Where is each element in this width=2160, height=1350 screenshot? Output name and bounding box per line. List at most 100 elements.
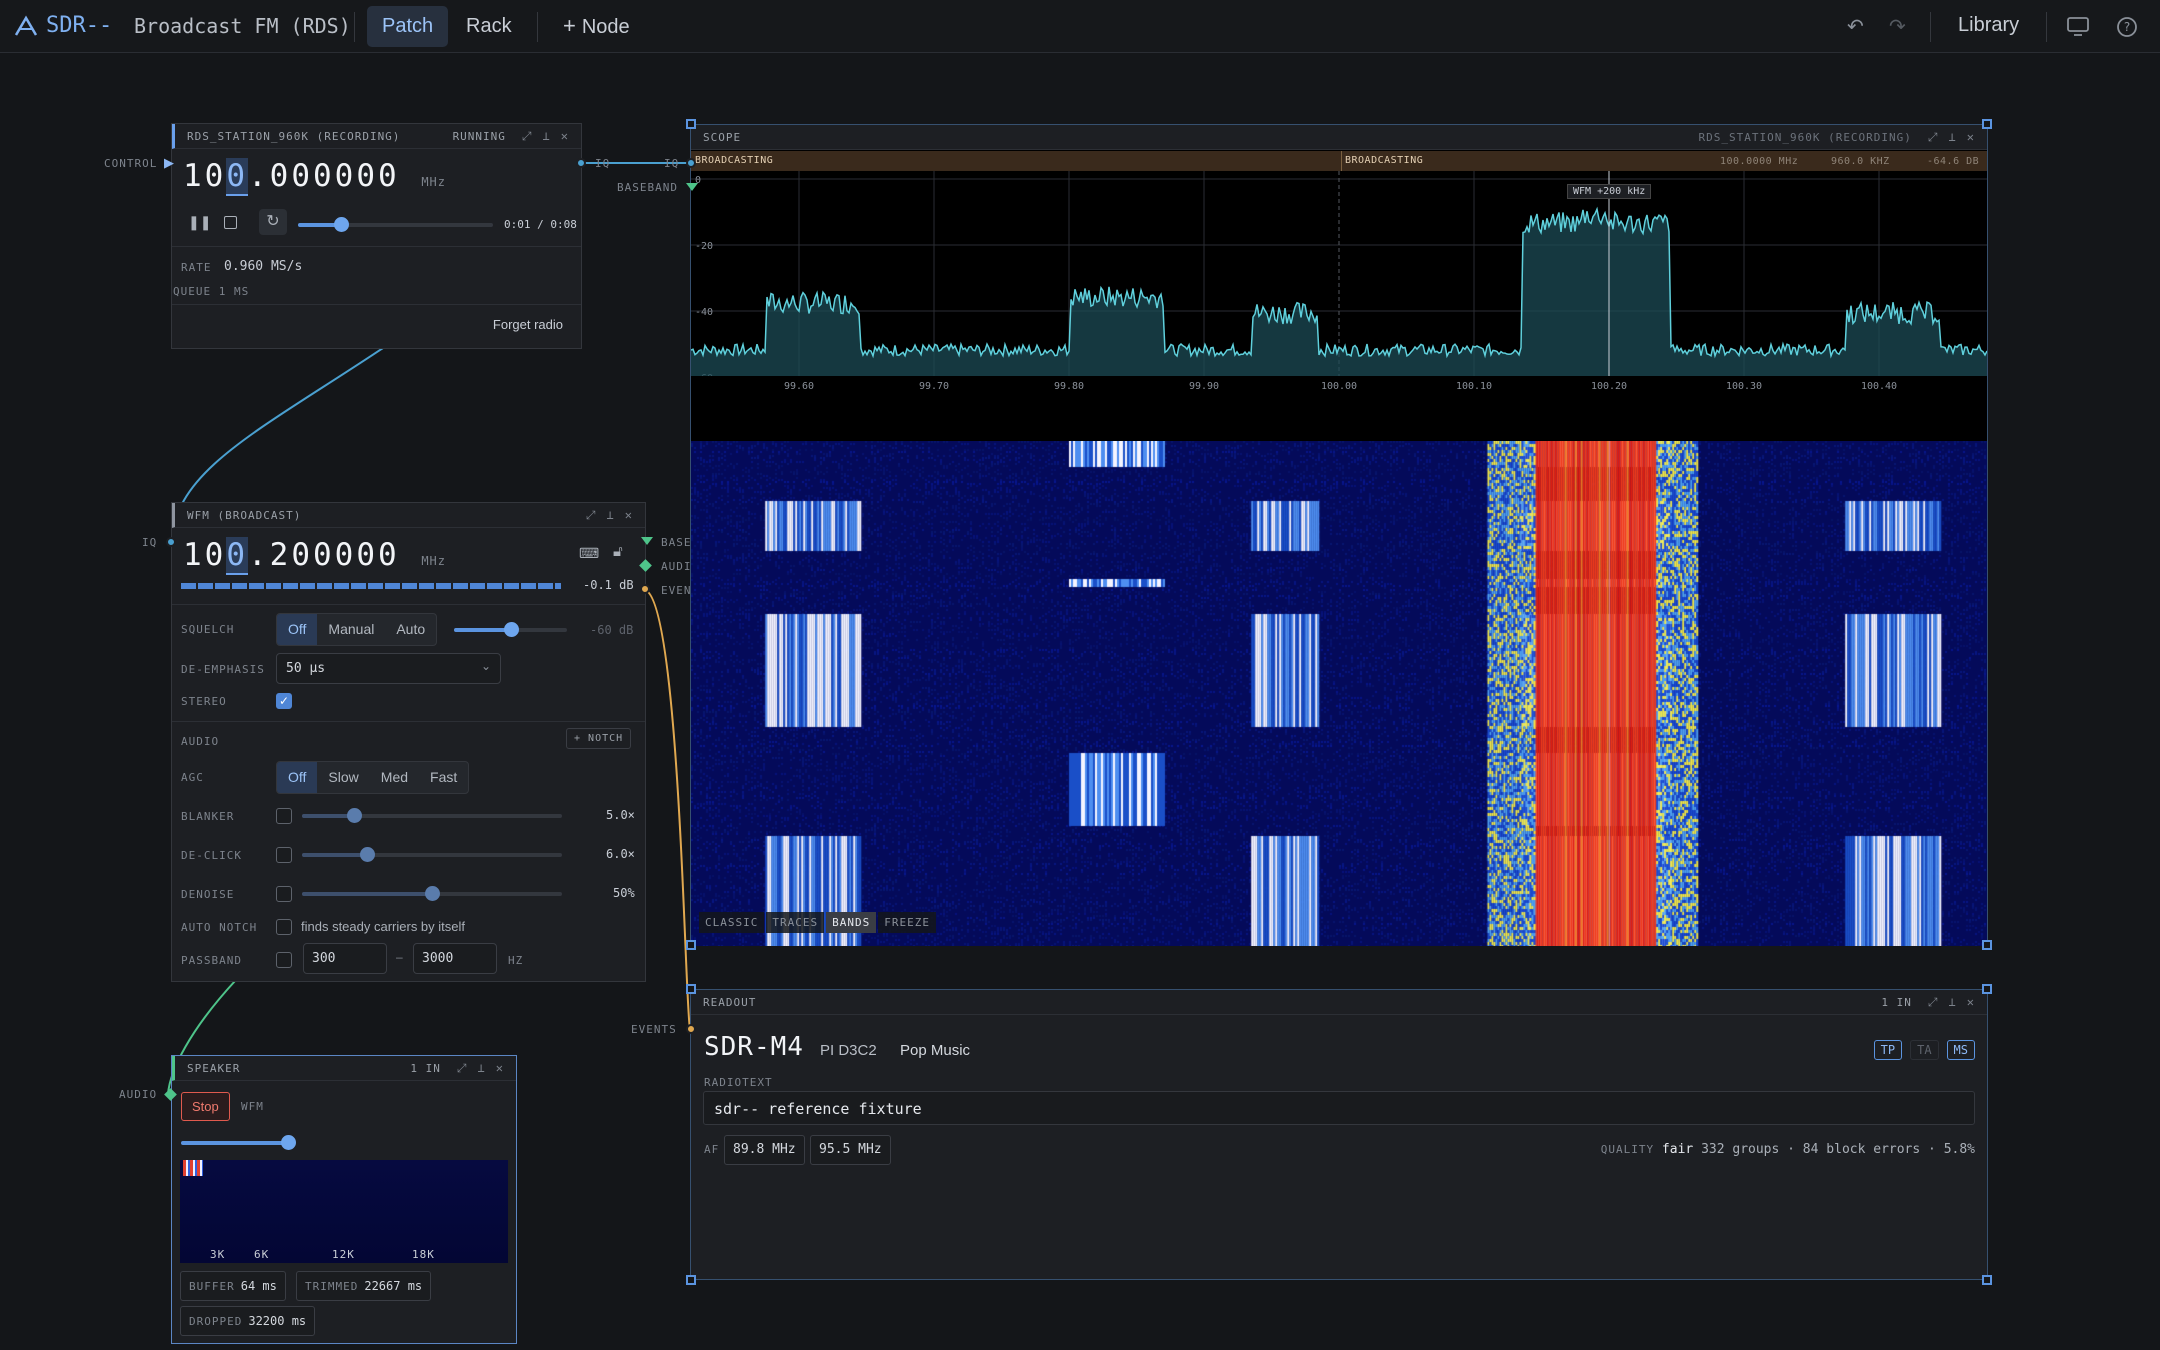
waterfall[interactable] <box>691 441 1987 946</box>
agc-fast[interactable]: Fast <box>430 769 458 785</box>
add-notch-button[interactable]: + NOTCH <box>566 728 632 749</box>
loop-icon[interactable]: ↻ <box>259 209 287 235</box>
passband-high-input[interactable] <box>413 943 497 974</box>
deemphasis-select[interactable]: 50 µs ⌄ <box>276 653 501 684</box>
port-events-out[interactable] <box>640 584 650 594</box>
add-node-button[interactable]: + Node <box>563 13 630 39</box>
blanker-checkbox[interactable] <box>276 808 292 824</box>
tab-patch[interactable]: Patch <box>367 6 449 47</box>
scope-header[interactable]: SCOPE RDS_STATION_960K (RECORDING) ⤢ ⊥ ✕ <box>691 125 1987 150</box>
agc-med[interactable]: Med <box>380 769 409 785</box>
resize-handle[interactable] <box>686 1275 696 1285</box>
recorder-node[interactable]: RDS_STATION_960K (RECORDING) RUNNING ⤢ ⊥ ✕ … <box>171 123 582 349</box>
port-iq-in[interactable] <box>166 537 176 547</box>
lock-icon[interactable]: 🔓︎ <box>613 543 623 560</box>
tab-rack[interactable]: Rack <box>466 15 512 37</box>
wfm-node[interactable]: WFM (BROADCAST) ⤢ ⊥ ✕ 100.200000 MHz ⌨ 🔓︎ … <box>171 502 646 982</box>
pause-icon[interactable]: ❚❚ <box>188 214 212 230</box>
playback-knob[interactable] <box>333 217 349 232</box>
readout-header[interactable]: READOUT 1 IN ⤢ ⊥ ✕ <box>691 990 1987 1015</box>
library-button[interactable]: Library <box>1958 14 2020 36</box>
resize-handle[interactable] <box>1982 119 1992 129</box>
view-modes[interactable]: CLASSIC TRACES BANDS FREEZE <box>699 912 936 933</box>
resize-handle[interactable] <box>1982 940 1992 950</box>
wfm-frequency[interactable]: 100.200000 MHz <box>183 537 446 575</box>
session-name[interactable]: Broadcast FM (RDS) <box>134 14 351 38</box>
passband-low-input[interactable] <box>303 943 387 974</box>
autonotch-checkbox[interactable] <box>276 919 292 935</box>
freq-cursor-digit[interactable]: 0 <box>226 158 248 196</box>
close-icon[interactable]: ✕ <box>560 129 569 143</box>
recorder-header[interactable]: RDS_STATION_960K (RECORDING) RUNNING ⤢ ⊥ ✕ <box>172 124 581 149</box>
declick-knob[interactable] <box>360 847 375 862</box>
speaker-node[interactable]: SPEAKER 1 IN ⤢ ⊥ ✕ Stop WFM 3K 6K 12K 18K B… <box>171 1055 517 1344</box>
resize-handle[interactable] <box>686 119 696 129</box>
stop-icon[interactable] <box>224 216 237 229</box>
resize-handle[interactable] <box>1982 984 1992 994</box>
mode-classic[interactable]: CLASSIC <box>699 912 765 933</box>
stereo-checkbox[interactable]: ✓ <box>276 693 292 709</box>
pin-icon[interactable]: ⊥ <box>606 508 615 522</box>
expand-icon[interactable]: ⤢ <box>585 508 597 522</box>
blanker-slider[interactable] <box>302 808 562 823</box>
wfm-header[interactable]: WFM (BROADCAST) ⤢ ⊥ ✕ <box>172 503 645 528</box>
blanker-knob[interactable] <box>347 808 362 823</box>
agc-mode[interactable]: Off Slow Med Fast <box>276 761 470 794</box>
pin-icon[interactable]: ⊥ <box>542 129 551 143</box>
squelch-auto[interactable]: Auto <box>396 621 426 637</box>
undo-icon[interactable]: ↶ <box>1847 16 1864 38</box>
squelch-manual[interactable]: Manual <box>328 621 375 637</box>
mode-traces[interactable]: TRACES <box>766 912 825 933</box>
port-baseband-out[interactable] <box>641 537 653 545</box>
close-icon[interactable]: ✕ <box>495 1061 504 1075</box>
resize-handle[interactable] <box>686 984 696 994</box>
expand-icon[interactable]: ⤢ <box>1927 130 1939 144</box>
expand-icon[interactable]: ⤢ <box>1927 995 1939 1009</box>
expand-icon[interactable]: ⤢ <box>521 129 533 143</box>
denoise-checkbox[interactable] <box>276 886 292 902</box>
playback-slider[interactable] <box>298 217 493 232</box>
help-icon[interactable]: ? <box>2116 16 2138 38</box>
squelch-mode[interactable]: Off Manual Auto <box>276 613 438 646</box>
spectrum-plot[interactable]: 0-20-40-60 <box>691 171 1987 376</box>
monitor-icon[interactable] <box>2066 16 2090 36</box>
volume-knob[interactable] <box>281 1135 296 1150</box>
mode-bands[interactable]: BANDS <box>826 912 877 933</box>
passband-checkbox[interactable] <box>276 952 292 968</box>
port-readout-events[interactable] <box>686 1024 696 1034</box>
freq-cursor-digit[interactable]: 0 <box>226 537 248 575</box>
resize-handle[interactable] <box>1982 1275 1992 1285</box>
close-icon[interactable]: ✕ <box>1966 130 1975 144</box>
squelch-off[interactable]: Off <box>277 614 318 645</box>
keyboard-icon[interactable]: ⌨ <box>579 545 600 561</box>
close-icon[interactable]: ✕ <box>624 508 633 522</box>
pin-icon[interactable]: ⊥ <box>477 1061 486 1075</box>
mode-freeze[interactable]: FREEZE <box>878 912 936 933</box>
agc-off[interactable]: Off <box>277 762 318 793</box>
volume-slider[interactable] <box>181 1135 296 1150</box>
speaker-header[interactable]: SPEAKER 1 IN ⤢ ⊥ ✕ <box>172 1056 516 1081</box>
pin-icon[interactable]: ⊥ <box>1948 130 1957 144</box>
denoise-knob[interactable] <box>425 886 440 901</box>
close-icon[interactable]: ✕ <box>1966 995 1975 1009</box>
scope-node[interactable]: SCOPE RDS_STATION_960K (RECORDING) ⤢ ⊥ ✕ BR… <box>690 124 1988 946</box>
denoise-slider[interactable] <box>302 886 562 901</box>
readout-node[interactable]: READOUT 1 IN ⤢ ⊥ ✕ SDR-M4 PI D3C2 Pop Music… <box>690 989 1988 1280</box>
declick-checkbox[interactable] <box>276 847 292 863</box>
forget-radio-button[interactable]: Forget radio <box>492 317 563 332</box>
redo-icon[interactable]: ↷ <box>1889 16 1906 38</box>
level-db: -0.1 dB <box>583 578 634 592</box>
expand-icon[interactable]: ⤢ <box>456 1061 468 1075</box>
stop-button[interactable]: Stop <box>181 1092 230 1121</box>
pin-icon[interactable]: ⊥ <box>1948 995 1957 1009</box>
port-control[interactable]: ▶ <box>164 155 174 170</box>
recorder-frequency[interactable]: 100.000000 MHz <box>183 158 446 196</box>
squelch-knob[interactable] <box>503 622 519 637</box>
squelch-slider[interactable] <box>454 622 567 637</box>
port-scope-baseband[interactable] <box>686 183 698 191</box>
resize-handle[interactable] <box>686 940 696 950</box>
port-scope-iq[interactable] <box>686 158 696 168</box>
declick-slider[interactable] <box>302 847 562 862</box>
agc-slow[interactable]: Slow <box>328 769 359 785</box>
port-iq-out[interactable] <box>576 158 586 168</box>
